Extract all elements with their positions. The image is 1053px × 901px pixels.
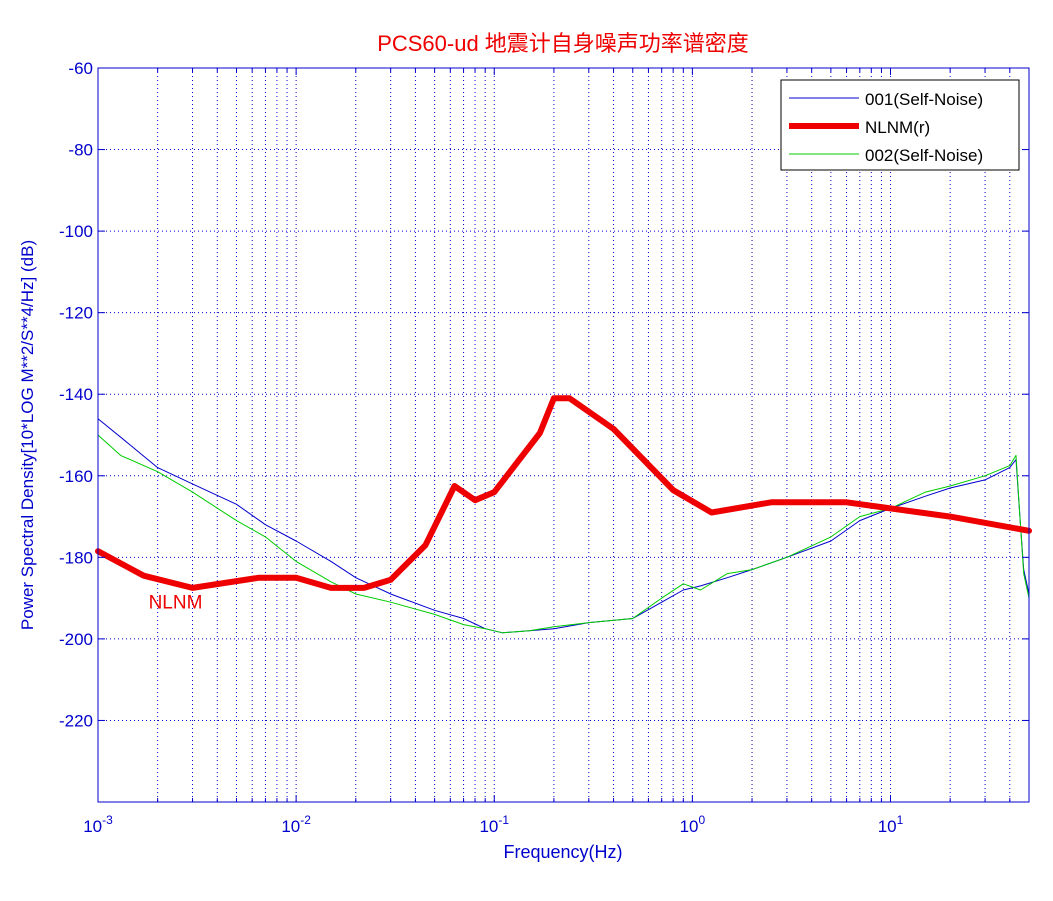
series-002-line: [97, 434, 1030, 634]
series-nlnm-line: [95, 395, 1032, 591]
y-tick-label: -140: [59, 385, 93, 404]
nlnm-annotation: NLNM: [149, 592, 203, 613]
y-tick-label: -120: [59, 304, 93, 323]
legend: 001(Self-Noise) NLNM(r) 002(Self-Noise): [780, 79, 1020, 171]
legend-label-002: 002(Self-Noise): [865, 146, 983, 165]
y-tick-label: -80: [68, 141, 93, 160]
y-tick-label: -100: [59, 222, 93, 241]
x-tick-label: 10-2: [281, 813, 311, 836]
chart-title: PCS60-ud 地震计自身噪声功率谱密度: [377, 31, 749, 56]
x-tick-label: 10-3: [83, 813, 113, 836]
plot-area: [98, 68, 1029, 802]
legend-label-nlnm: NLNM(r): [865, 118, 930, 137]
ticks-layer: -60 -80 -100 -120 -140 -160 -180 -200 -220 10-3 10…: [59, 59, 1030, 836]
y-tick-label: -220: [59, 711, 93, 730]
x-tick-label: 101: [878, 813, 904, 836]
y-tick-label: -60: [68, 59, 93, 78]
plot-frame: [97, 67, 1030, 803]
y-tick-label: -160: [59, 467, 93, 486]
y-axis-label: Power Spectral Density[10*LOG M**2/S**4/…: [18, 240, 37, 630]
y-tick-label: -180: [59, 548, 93, 567]
x-axis-label: Frequency(Hz): [503, 842, 622, 862]
legend-label-001: 001(Self-Noise): [865, 90, 983, 109]
y-tick-label: -200: [59, 630, 93, 649]
x-tick-label: 10-1: [479, 813, 509, 836]
series-layer: [95, 395, 1032, 634]
x-tick-label: 100: [680, 813, 706, 836]
